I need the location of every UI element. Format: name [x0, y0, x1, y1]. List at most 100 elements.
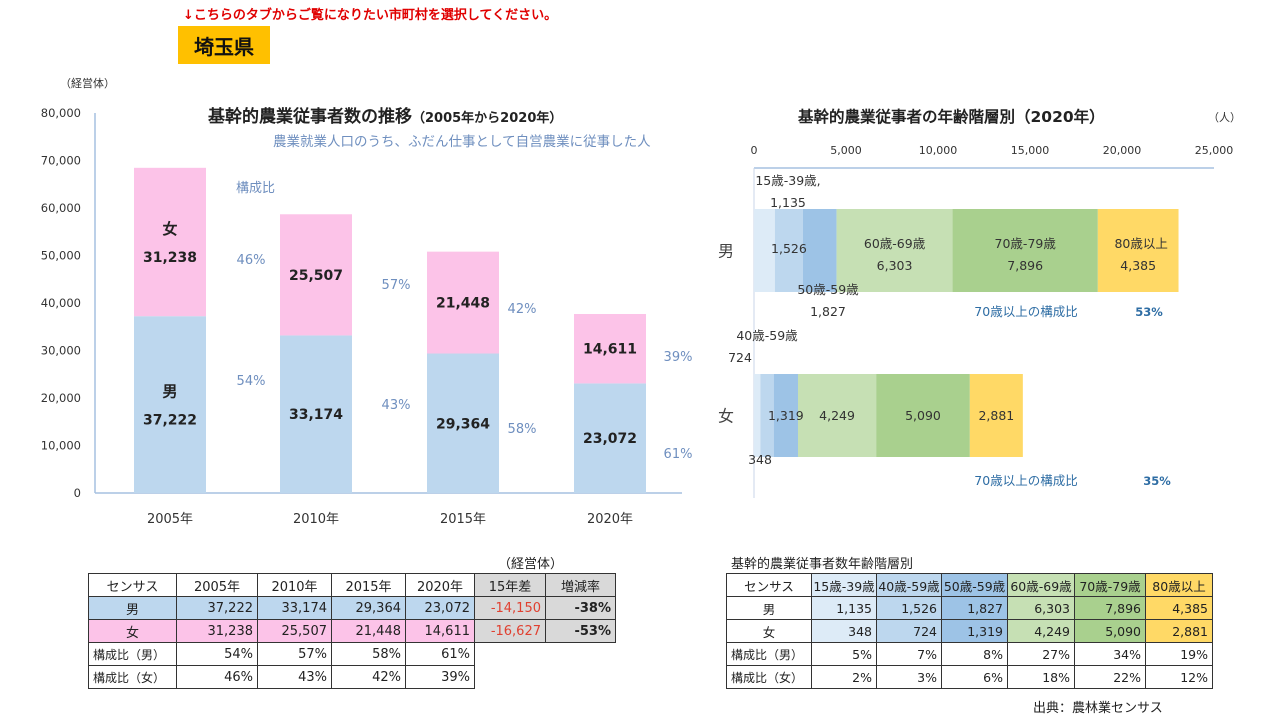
- bar-value-label: 14,611: [583, 342, 637, 358]
- y-tick-label: 20,000: [41, 391, 81, 405]
- bar-male: [280, 335, 352, 493]
- y-tick-label: 60,000: [41, 201, 81, 215]
- y-tick-label: 70,000: [41, 154, 81, 168]
- bar-value-label: 21,448: [436, 296, 490, 312]
- table2-row-ratio-female: 構成比（女） 2% 3% 6% 18% 22% 12%: [726, 665, 1213, 689]
- table-cell: 2,881: [1145, 619, 1213, 643]
- bar-female: [427, 251, 499, 354]
- table-cell: -38%: [545, 596, 616, 620]
- table-cell: 31,238: [176, 619, 258, 643]
- x-tick-label: 15,000: [1011, 144, 1050, 157]
- bar-segment: [773, 374, 798, 457]
- table-cell: 構成比（男）: [88, 642, 177, 666]
- table-cell: 29,364: [331, 596, 406, 620]
- table-cell: 37,222: [176, 596, 258, 620]
- segment-annotation: 60歳-69歳: [864, 236, 926, 251]
- male-share-label: 61%: [664, 447, 693, 462]
- table-cell: 1,135: [811, 596, 877, 620]
- prefecture-label: 埼玉県: [178, 26, 270, 64]
- table-cell: 2015年: [331, 573, 406, 597]
- bar-value-label: 37,222: [143, 413, 197, 429]
- table-cell: 4,385: [1145, 596, 1213, 620]
- x-tick-label: 25,000: [1195, 144, 1234, 157]
- bar-segment: [969, 374, 1023, 457]
- ratio-label: 70歳以上の構成比: [974, 473, 1077, 488]
- table-cell: 7%: [876, 642, 942, 666]
- table-cell: -14,150: [474, 596, 546, 620]
- bar-value-label: 33,174: [289, 407, 343, 423]
- chart1-title: 基幹的農業従事者数の推移（2005年から2020年）: [207, 106, 562, 127]
- table1: センサス 2005年 2010年 2015年 2020年 15年差 増減率 男 …: [88, 573, 616, 689]
- bar-value-label: 6,303: [877, 258, 913, 273]
- table-cell: 4,249: [1007, 619, 1075, 643]
- x-tick-label: 20,000: [1103, 144, 1142, 157]
- table2-row-female: 女 348 724 1,319 4,249 5,090 2,881: [726, 619, 1213, 643]
- bar-female: [280, 214, 352, 336]
- female-share-label: 46%: [237, 253, 266, 268]
- table-cell: 61%: [405, 642, 475, 666]
- table-cell: -53%: [545, 619, 616, 643]
- table-cell: 33,174: [257, 596, 332, 620]
- bar-segment: [952, 209, 1098, 292]
- bar-male: [427, 353, 499, 493]
- table-cell: 50歳-59歳: [941, 573, 1008, 597]
- bar-segment: [754, 374, 761, 457]
- segment-annotation: 15歳-39歳,: [755, 173, 820, 188]
- table-cell: 15歳-39歳: [811, 573, 877, 597]
- table1-unit: （経営体）: [498, 557, 564, 572]
- bar-value-label: 2,881: [978, 408, 1014, 423]
- series-name-male: 男: [162, 383, 177, 401]
- table-cell: 348: [811, 619, 877, 643]
- table-cell: 12%: [1145, 665, 1213, 689]
- bar-value-label: 25,507: [289, 268, 343, 284]
- bar-value-label: 1,135: [770, 195, 806, 210]
- bar-value-label: 23,072: [583, 431, 637, 447]
- x-tick-label: 5,000: [830, 144, 862, 157]
- bar-female: [574, 314, 646, 384]
- table-cell: 3%: [876, 665, 942, 689]
- table-cell: 6,303: [1007, 596, 1075, 620]
- bar-segment: [836, 209, 953, 292]
- table-cell: 42%: [331, 665, 406, 689]
- table-cell: 2%: [811, 665, 877, 689]
- table1-row-female: 女 31,238 25,507 21,448 14,611 -16,627 -5…: [88, 619, 616, 643]
- bar-value-label: 1,526: [771, 241, 807, 256]
- table-cell: 25,507: [257, 619, 332, 643]
- table-cell: 5,090: [1074, 619, 1146, 643]
- table-cell: 構成比（男）: [726, 642, 812, 666]
- bar-segment: [797, 374, 877, 457]
- notice-text: ↓こちらのタブからご覧になりたい市町村を選択してください。: [183, 8, 558, 23]
- table-cell: 6%: [941, 665, 1008, 689]
- table1-row-ratio-male: 構成比（男） 54% 57% 58% 61%: [88, 642, 616, 666]
- table-cell: 40歳-59歳: [876, 573, 942, 597]
- table-cell: 5%: [811, 642, 877, 666]
- table-cell: 構成比（女）: [726, 665, 812, 689]
- segment-annotation: 50歳-59歳: [797, 282, 859, 297]
- table2-row-male: 男 1,135 1,526 1,827 6,303 7,896 4,385: [726, 596, 1213, 620]
- y-tick-label: 40,000: [41, 296, 81, 310]
- table-cell: 1,319: [941, 619, 1008, 643]
- table-cell: 7,896: [1074, 596, 1146, 620]
- chart2-unit: （人）: [1208, 111, 1241, 124]
- x-tick-label: 2020年: [587, 512, 633, 527]
- y-tick-label: 10,000: [41, 439, 81, 453]
- female-share-label: 39%: [664, 350, 693, 365]
- table-cell: 70歳-79歳: [1074, 573, 1146, 597]
- table-cell: 46%: [176, 665, 258, 689]
- table-cell: 男: [726, 596, 812, 620]
- age-chart: 基幹的農業従事者の年齢階層別（2020年） （人） 0 5,000 10,000 15…: [718, 107, 1241, 498]
- table-cell: 15年差: [474, 573, 546, 597]
- table-cell: 18%: [1007, 665, 1075, 689]
- source-note: 出典：農林業センサス: [1033, 701, 1163, 716]
- y-tick-label: 0: [74, 486, 81, 500]
- category-label: 男: [718, 242, 734, 261]
- male-share-label: 58%: [508, 422, 537, 437]
- table-cell: -16,627: [474, 619, 546, 643]
- bar-segment: [774, 209, 803, 292]
- bar-female: [134, 167, 206, 317]
- table-cell: 34%: [1074, 642, 1146, 666]
- table-cell: 724: [876, 619, 942, 643]
- table-cell: 2005年: [176, 573, 258, 597]
- table-cell: 21,448: [331, 619, 406, 643]
- ratio-value: 53%: [1135, 305, 1163, 319]
